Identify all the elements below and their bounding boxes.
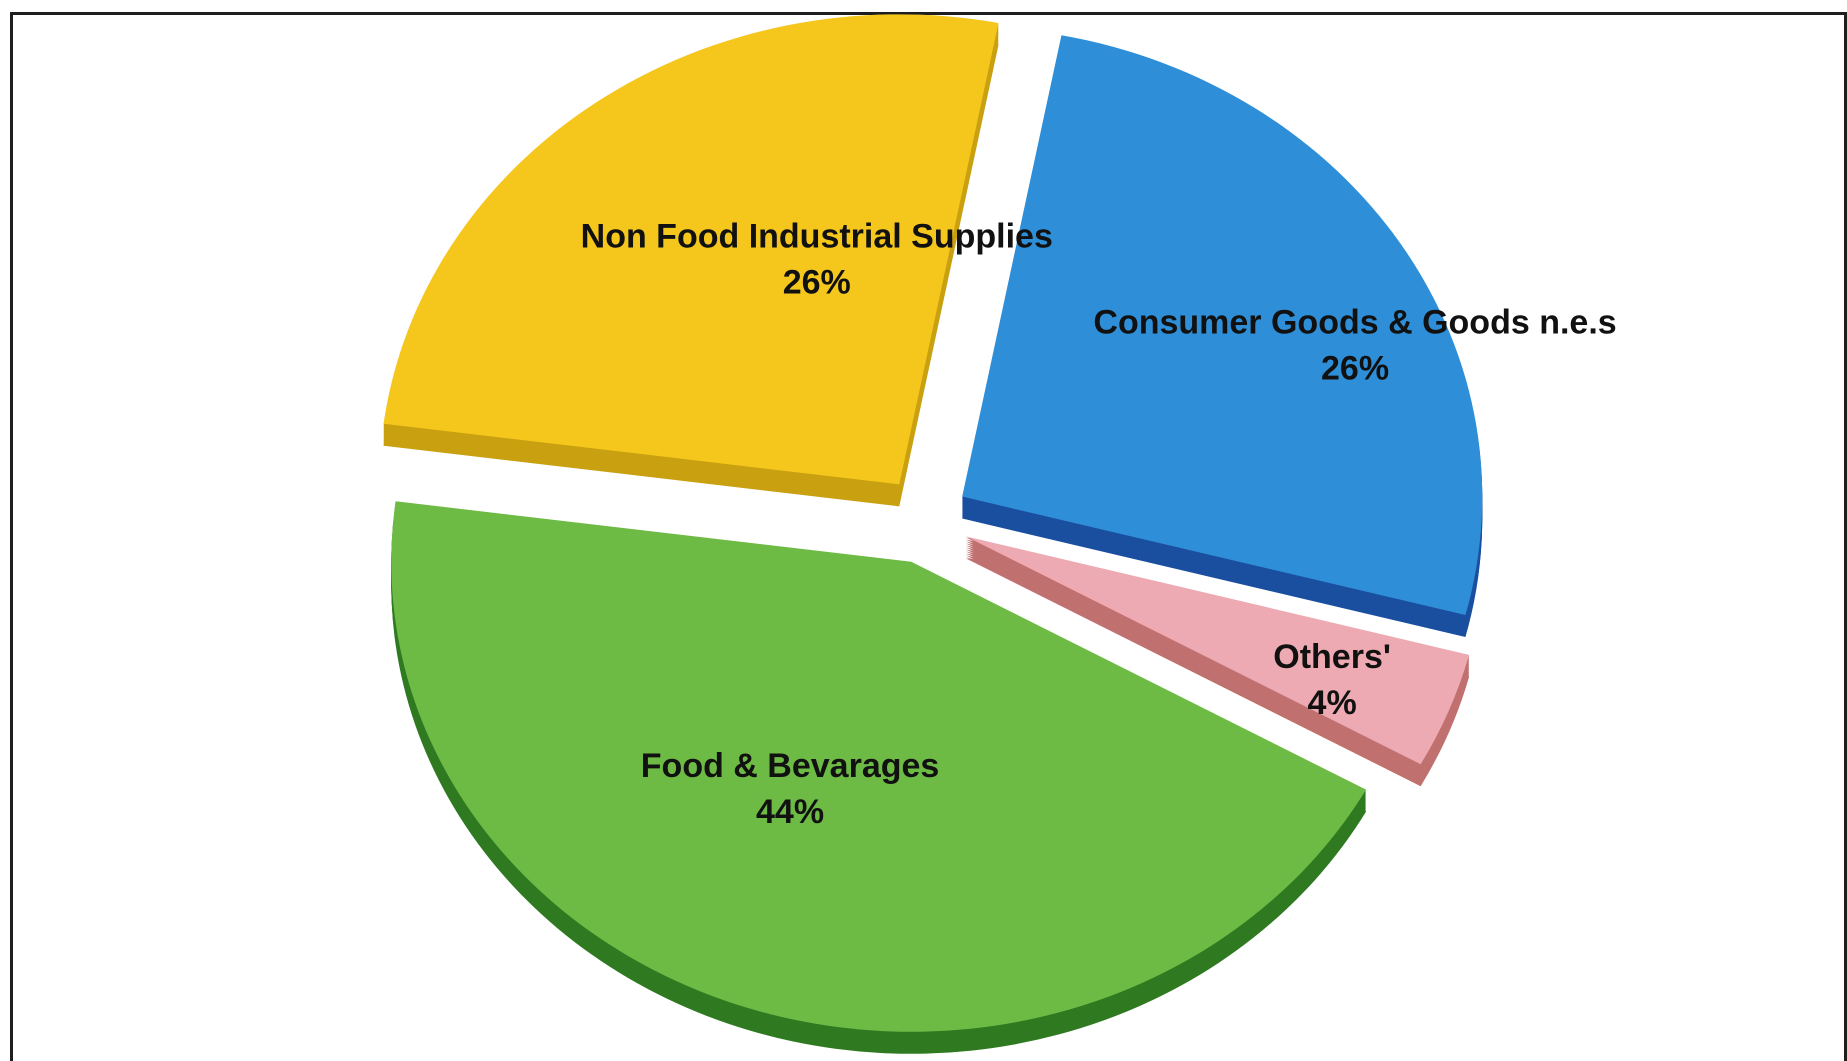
slice-value-food-beverages: 44% [756,793,824,831]
slice-value-consumer-goods: 26% [1321,349,1389,387]
slice-label-consumer-goods: Consumer Goods & Goods n.e.s [1093,303,1616,341]
slice-depth-others [965,557,1470,786]
slice-label-food-beverages: Food & Bevarages [641,747,940,785]
slice-non-food-industrial [383,14,999,485]
slice-consumer-goods [962,35,1483,616]
slice-label-others: Others' [1273,638,1391,676]
slice-value-non-food-industrial: 26% [783,264,851,302]
slice-labels: Consumer Goods & Goods n.e.s 26% Others'… [581,218,1617,831]
chart-frame [10,12,1847,1061]
slice-tops [383,14,1483,1032]
slice-others [965,536,1470,765]
slice-value-others: 4% [1308,684,1357,722]
slice-label-non-food-industrial: Non Food Industrial Supplies [581,218,1053,256]
slice-food-beverages [391,501,1367,1032]
